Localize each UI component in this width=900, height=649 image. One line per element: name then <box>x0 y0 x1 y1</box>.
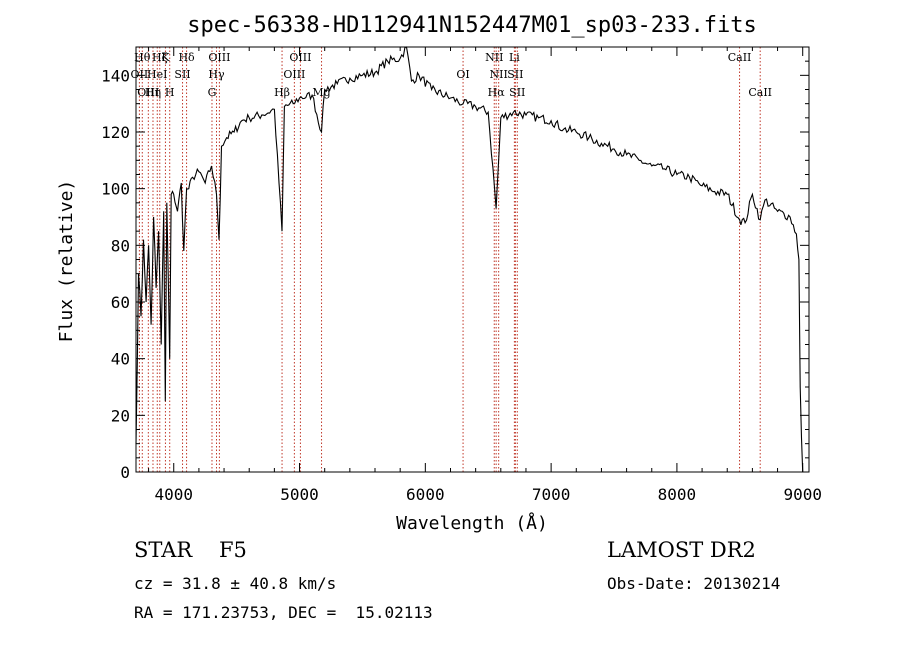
redshift-readout: cz = 31.8 ± 40.8 km/s <box>134 574 337 593</box>
line-label-20: NII <box>490 68 508 81</box>
y-tick-label-2: 40 <box>111 350 130 369</box>
y-axis-label: Flux (relative) <box>56 180 77 343</box>
y-tick-label-4: 80 <box>111 236 130 255</box>
plot-frame <box>135 46 810 473</box>
line-label-13: Hβ <box>274 86 290 99</box>
line-label-9: Hδ <box>178 51 195 64</box>
spectrum-series <box>135 46 804 473</box>
line-label-23: SII <box>509 86 525 99</box>
line-label-10: G <box>208 86 217 99</box>
line-label-18: NII <box>485 51 503 64</box>
line-label-1: OII <box>131 68 149 81</box>
line-label-7: H <box>165 86 175 99</box>
line-label-0: Hθ <box>134 51 151 64</box>
line-label-17: OI <box>456 68 469 81</box>
line-label-8: SII <box>174 68 190 81</box>
line-label-6: K <box>161 51 170 64</box>
x-tick-label-1: 5000 <box>280 485 319 504</box>
line-label-25: CaII <box>748 86 772 99</box>
chart-title: spec-56338-HD112941N152447M01_sp03-233.f… <box>187 13 757 38</box>
y-tick-label-3: 60 <box>111 293 130 312</box>
line-label-11: Hγ <box>208 68 225 81</box>
spectral-line-labels: HθOIIOIIIHηHeIHζKHSIIHδGHγOIIIHβOIIIOIII… <box>131 51 772 99</box>
observation-date: Obs-Date: 20130214 <box>607 574 781 593</box>
y-axis: 0 20 40 60 80 100 120 140 <box>101 60 809 482</box>
line-label-4: HeI <box>147 68 167 81</box>
y-tick-label-0: 0 <box>120 463 130 482</box>
object-class: STAR <box>134 538 193 562</box>
line-label-2: OIII <box>137 86 159 99</box>
x-axis: 4000 5000 6000 7000 8000 9000 <box>148 47 822 504</box>
y-tick-label-1: 20 <box>111 406 130 425</box>
survey-name: LAMOST DR2 <box>607 538 756 562</box>
line-label-14: OIII <box>283 68 305 81</box>
line-label-21: Li <box>509 51 520 64</box>
y-tick-label-5: 100 <box>101 180 130 199</box>
x-tick-label-3: 7000 <box>532 485 571 504</box>
line-label-3: Hη <box>145 86 161 99</box>
y-tick-label-7: 140 <box>101 66 130 85</box>
line-label-22: SII <box>507 68 523 81</box>
spectral-line-markers <box>138 47 761 472</box>
coordinates-readout: RA = 171.23753, DEC = 15.02113 <box>134 603 433 622</box>
line-label-24: CaII <box>728 51 752 64</box>
x-tick-label-4: 8000 <box>658 485 697 504</box>
line-label-16: Mg <box>312 86 330 99</box>
line-label-12: OIII <box>208 51 230 64</box>
line-label-19: Hα <box>488 86 506 99</box>
y-tick-label-6: 120 <box>101 123 130 142</box>
x-tick-label-2: 6000 <box>406 485 445 504</box>
x-tick-label-0: 4000 <box>154 485 193 504</box>
x-axis-label: Wavelength (Å) <box>396 512 548 534</box>
line-label-5: Hζ <box>152 51 168 64</box>
x-tick-label-5: 9000 <box>783 485 822 504</box>
spectrum-chart: spec-56338-HD112941N152447M01_sp03-233.f… <box>56 13 822 534</box>
line-label-15: OIII <box>289 51 311 64</box>
object-subclass: F5 <box>218 538 247 562</box>
spectral-class: STAR F5 <box>134 538 247 562</box>
